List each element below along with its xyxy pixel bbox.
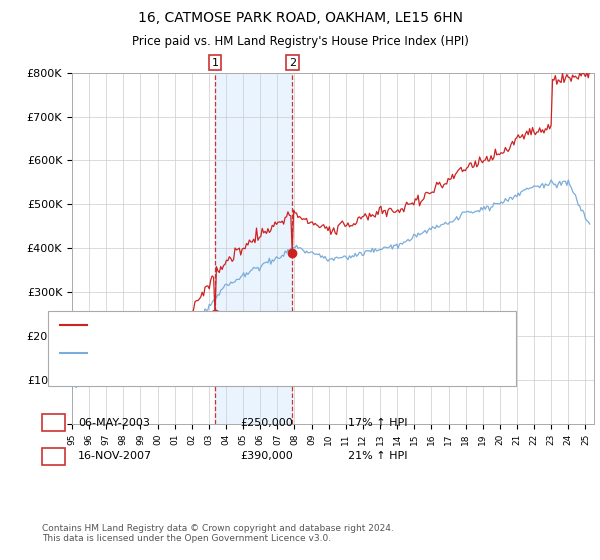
Text: HPI: Average price, detached house, Rutland: HPI: Average price, detached house, Rutl…: [93, 353, 343, 363]
Text: 2: 2: [50, 451, 57, 461]
Text: 16, CATMOSE PARK ROAD, OAKHAM, LE15 6HN: 16, CATMOSE PARK ROAD, OAKHAM, LE15 6HN: [137, 11, 463, 25]
Text: Contains HM Land Registry data © Crown copyright and database right 2024.
This d: Contains HM Land Registry data © Crown c…: [42, 524, 394, 543]
Text: 21% ↑ HPI: 21% ↑ HPI: [348, 451, 407, 461]
Text: 2: 2: [289, 58, 296, 68]
Text: 1: 1: [50, 418, 57, 428]
Text: 16, CATMOSE PARK ROAD, OAKHAM, LE15 6HN (detached house): 16, CATMOSE PARK ROAD, OAKHAM, LE15 6HN …: [93, 325, 455, 335]
Text: 17% ↑ HPI: 17% ↑ HPI: [348, 418, 407, 428]
Text: 06-MAY-2003: 06-MAY-2003: [78, 418, 150, 428]
Text: 1: 1: [211, 58, 218, 68]
Text: £390,000: £390,000: [240, 451, 293, 461]
Text: 16-NOV-2007: 16-NOV-2007: [78, 451, 152, 461]
Text: £250,000: £250,000: [240, 418, 293, 428]
Bar: [215, 73, 292, 423]
Text: Price paid vs. HM Land Registry's House Price Index (HPI): Price paid vs. HM Land Registry's House …: [131, 35, 469, 48]
